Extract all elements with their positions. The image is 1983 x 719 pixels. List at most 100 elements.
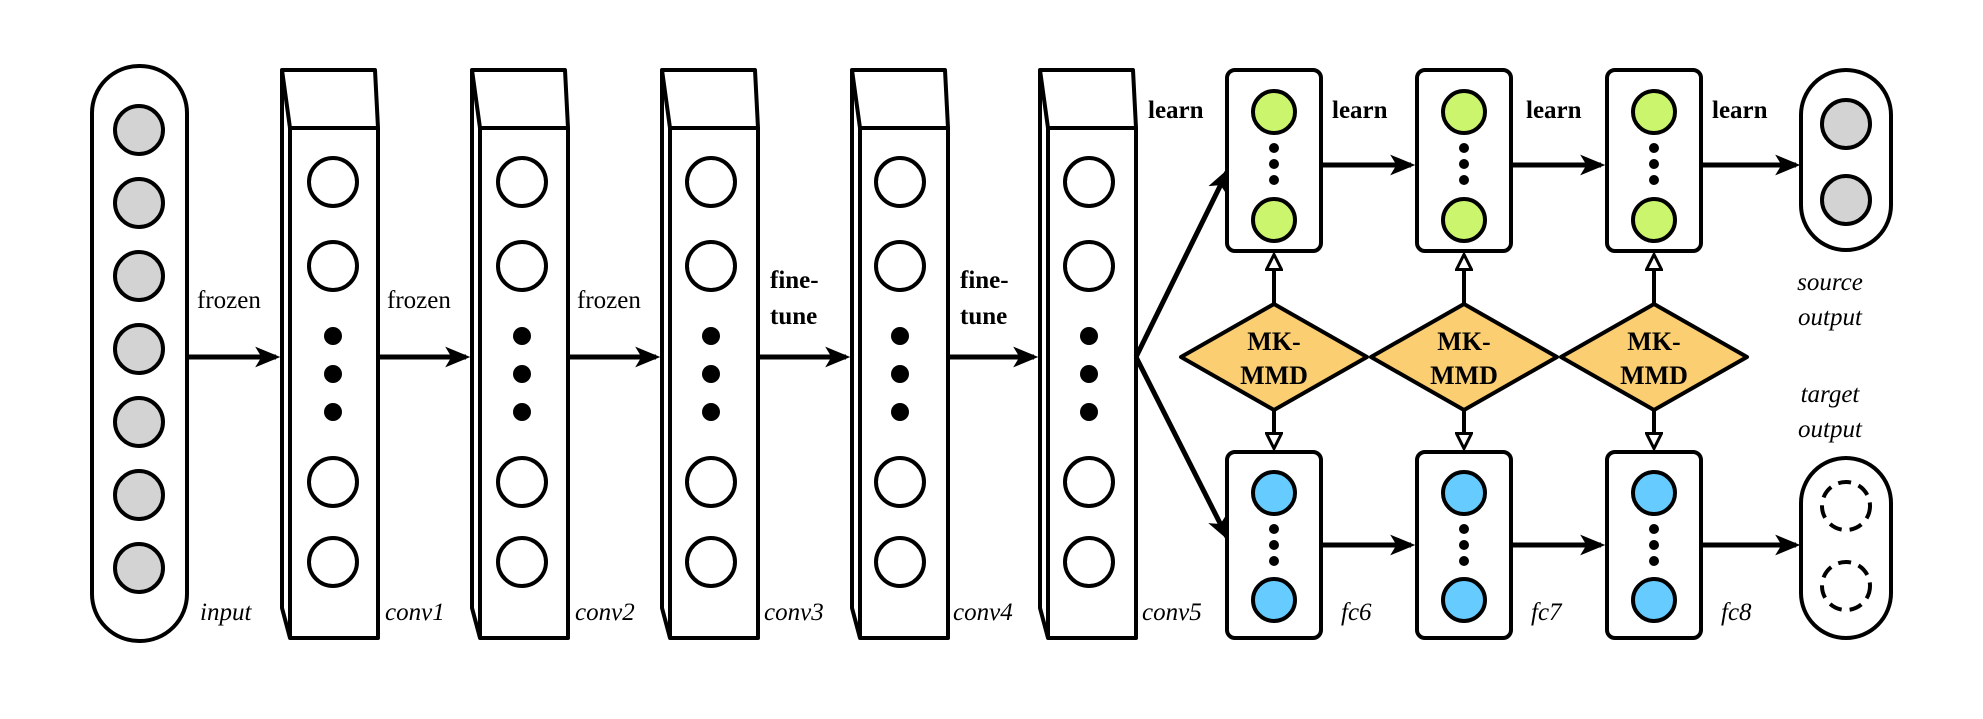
target-output-node-dashed: [1820, 560, 1872, 612]
transition-label-finetune-2b: tune: [960, 303, 1007, 330]
mkmmd-label-line2: MMD: [1430, 361, 1498, 390]
mkmmd-diamond: [1559, 302, 1749, 412]
conv4-node: [874, 536, 926, 588]
fc7-label: fc7: [1531, 599, 1563, 626]
fc7-source: [1415, 68, 1513, 253]
conv5-box-3d: [1038, 68, 1138, 640]
input-label: input: [200, 599, 252, 626]
conv1-node: [307, 240, 359, 292]
conv4-label: conv4: [953, 599, 1013, 626]
mkmmd-1: MK- MMD: [1179, 256, 1369, 447]
conv4-box-3d: [850, 68, 950, 640]
conv5-node: [1063, 240, 1115, 292]
input-nodes: [113, 104, 165, 594]
conv5-node: [1063, 536, 1115, 588]
source-output-label-line1: source: [1797, 269, 1863, 296]
conv2-box-3d: [470, 68, 570, 640]
fc8-source-dot: [1649, 143, 1659, 153]
fc8-source-node: [1631, 89, 1677, 135]
fc6-target: fc6: [1225, 450, 1372, 640]
learn-label-4: learn: [1712, 97, 1768, 124]
fc6-source: [1225, 68, 1323, 253]
conv5-node: [1063, 156, 1115, 208]
fc7-source-dot: [1459, 143, 1469, 153]
fc6-source-node: [1251, 197, 1297, 243]
mkmmd-label-line1: MK-: [1437, 327, 1490, 356]
conv1-dot: [324, 365, 342, 383]
conv4-dot: [891, 327, 909, 345]
conv3-dot: [702, 365, 720, 383]
fc6-target-dot: [1269, 524, 1279, 534]
conv2-node: [496, 456, 548, 508]
fc7-source-dot: [1459, 159, 1469, 169]
conv1-label: conv1: [385, 599, 445, 626]
fc6-target-dot: [1269, 540, 1279, 550]
conv2-dot: [513, 403, 531, 421]
transition-label-finetune-1a: fine-: [770, 267, 819, 294]
source-output-label-line2: output: [1798, 304, 1863, 331]
source-output: source output: [1797, 68, 1893, 331]
fc7-target-node: [1441, 470, 1487, 516]
fc6-target-node: [1251, 470, 1297, 516]
target-output: target output: [1798, 381, 1893, 640]
mkmmd-diamond: [1369, 302, 1559, 412]
fc7-target-dot: [1459, 540, 1469, 550]
input-node: [113, 250, 165, 302]
fc7-source-node: [1441, 89, 1487, 135]
fc8-source-dot: [1649, 159, 1659, 169]
input-node: [113, 104, 165, 156]
input-node: [113, 177, 165, 229]
conv2-label: conv2: [575, 599, 635, 626]
target-output-label-line1: target: [1801, 381, 1861, 408]
mkmmd-label-line2: MMD: [1620, 361, 1688, 390]
fc7-source-dot: [1459, 175, 1469, 185]
fc8-target-node: [1631, 577, 1677, 623]
fc8-label: fc8: [1721, 599, 1752, 626]
conv4-node: [874, 240, 926, 292]
conv3-node: [685, 536, 737, 588]
learn-label-1: learn: [1148, 97, 1204, 124]
arrow-conv5-fc6-source: [1133, 168, 1230, 359]
conv2-layer: conv2: [470, 68, 635, 640]
conv5-dot: [1080, 403, 1098, 421]
conv1-node: [307, 456, 359, 508]
conv3-label: conv3: [764, 599, 824, 626]
conv5-node: [1063, 456, 1115, 508]
conv1-dot: [324, 327, 342, 345]
conv3-node: [685, 456, 737, 508]
fc8-target-dot: [1649, 556, 1659, 566]
mkmmd-2: MK- MMD: [1369, 256, 1559, 447]
fc7-target-dot: [1459, 556, 1469, 566]
fc8-source: [1605, 68, 1703, 253]
conv5-dot: [1080, 365, 1098, 383]
conv4-node: [874, 156, 926, 208]
conv2-node: [496, 240, 548, 292]
transition-label-frozen-2: frozen: [387, 287, 451, 314]
conv3-node: [685, 156, 737, 208]
mkmmd-diamond: [1179, 302, 1369, 412]
learn-label-2: learn: [1332, 97, 1388, 124]
fc6-label: fc6: [1341, 599, 1372, 626]
arrow-conv5-fc6-target: [1133, 355, 1230, 541]
target-output-node-dashed: [1820, 480, 1872, 532]
mkmmd-label-line1: MK-: [1627, 327, 1680, 356]
fc8-target-dot: [1649, 540, 1659, 550]
mkmmd-3: MK- MMD: [1559, 256, 1749, 447]
mkmmd-label-line1: MK-: [1247, 327, 1300, 356]
fc6-source-dot: [1269, 159, 1279, 169]
transition-label-finetune-1b: tune: [770, 303, 817, 330]
conv2-node: [496, 156, 548, 208]
input-layer: input: [90, 64, 252, 643]
conv3-dot: [702, 327, 720, 345]
transition-label-frozen-1: frozen: [197, 287, 261, 314]
conv3-box-3d: [660, 68, 760, 640]
fc8-target-dot: [1649, 524, 1659, 534]
conv3-node: [685, 240, 737, 292]
fc6-target-dot: [1269, 556, 1279, 566]
conv4-dot: [891, 365, 909, 383]
mkmmd-label-line2: MMD: [1240, 361, 1308, 390]
conv4-node: [874, 456, 926, 508]
fc8-source-node: [1631, 197, 1677, 243]
target-output-label-line2: output: [1798, 416, 1863, 443]
